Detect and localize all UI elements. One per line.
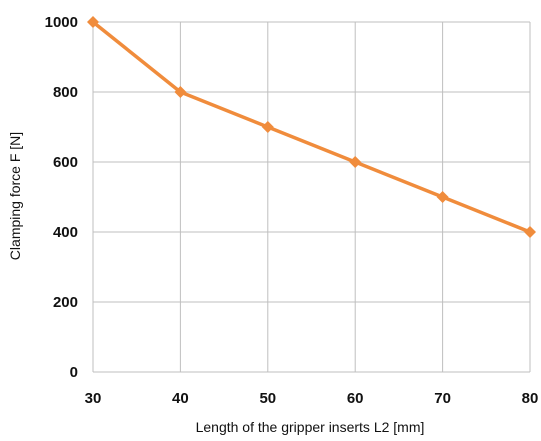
data-point-marker <box>436 191 449 203</box>
y-tick-labels: 0 200 400 600 800 1000 <box>45 14 78 381</box>
x-tick-label: 30 <box>85 390 102 407</box>
y-tick-label: 0 <box>70 364 78 381</box>
x-axis-title: Length of the gripper inserts L2 [mm] <box>196 419 425 435</box>
y-axis-title: Clamping force F [N] <box>7 132 23 260</box>
series-line <box>91 20 531 234</box>
y-tick-label: 1000 <box>45 14 78 31</box>
y-tick-label: 200 <box>53 294 78 311</box>
x-tick-label: 70 <box>434 390 451 407</box>
x-tick-label: 80 <box>522 390 539 407</box>
x-tick-label: 50 <box>259 390 276 407</box>
data-series <box>87 16 536 238</box>
x-tick-label: 40 <box>172 390 189 407</box>
data-point-marker <box>174 86 187 98</box>
x-tick-labels: 30 40 50 60 70 80 <box>85 390 539 407</box>
y-tick-label: 400 <box>53 224 78 241</box>
data-point-marker <box>261 121 274 133</box>
data-point-marker <box>349 156 362 168</box>
x-tick-label: 60 <box>347 390 364 407</box>
data-point-marker <box>524 226 536 238</box>
data-point-marker <box>87 16 99 28</box>
y-tick-label: 600 <box>53 154 78 171</box>
y-tick-label: 800 <box>53 84 78 101</box>
